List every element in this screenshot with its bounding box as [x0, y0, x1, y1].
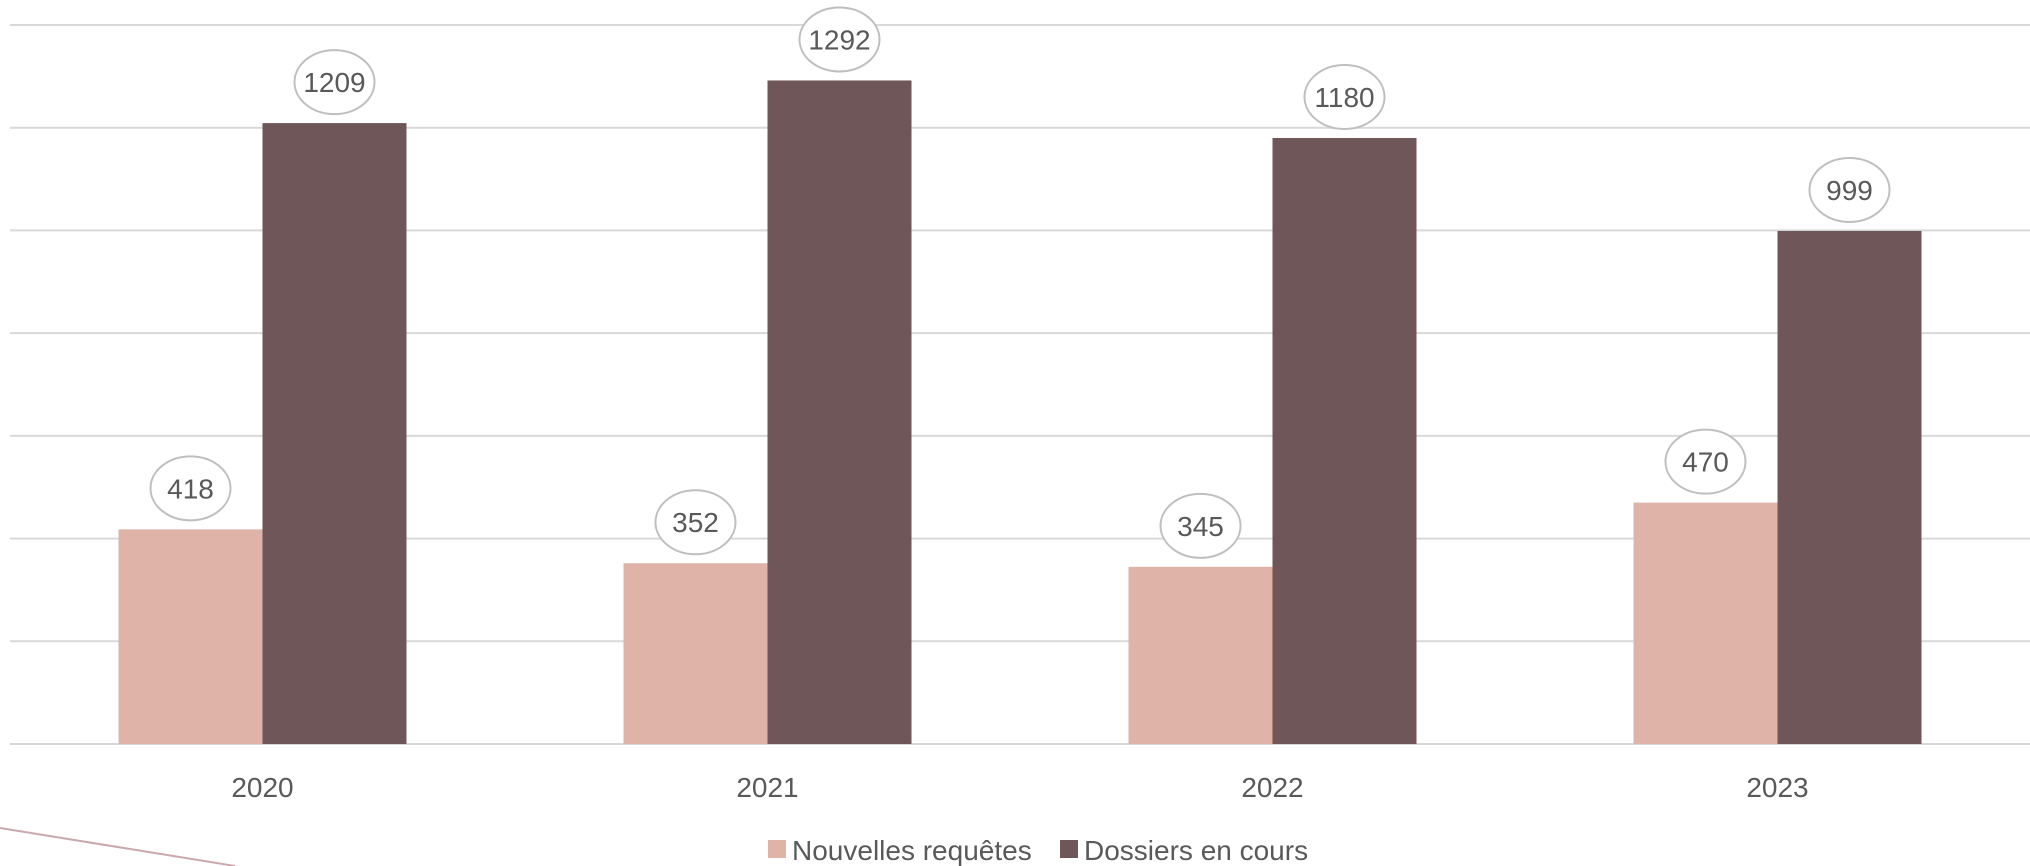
x-tick-label: 2020: [231, 772, 293, 803]
data-label: 418: [167, 473, 214, 504]
data-label-bubble: [1808, 156, 1891, 223]
legend-swatch: [1060, 840, 1078, 858]
data-label: 352: [672, 507, 719, 538]
data-label: 1209: [303, 67, 365, 98]
data-label: 1292: [808, 24, 870, 55]
data-label-bubble: [1159, 492, 1242, 559]
legend-label: Nouvelles requêtes: [792, 835, 1032, 866]
decorative-divider: [0, 827, 236, 866]
bar-nouvelles-requetes-2020: [118, 529, 263, 744]
bar-nouvelles-requetes-2021: [623, 563, 768, 744]
bar-dossiers-en-cours-2023: [1777, 230, 1922, 744]
legend-label: Dossiers en cours: [1084, 835, 1308, 866]
data-label-bubble: [798, 6, 881, 73]
data-label: 345: [1177, 511, 1224, 542]
data-label-bubble: [654, 489, 737, 556]
data-label-bubble: [1664, 428, 1747, 495]
data-labels: 418 1209 352 1292 345 1180 470 999: [149, 6, 1891, 559]
data-label-bubble: [149, 455, 232, 522]
legend-swatch: [768, 840, 786, 858]
bar-nouvelles-requetes-2023: [1633, 502, 1778, 744]
bar-dossiers-en-cours-2021: [767, 80, 912, 745]
x-tick-label: 2021: [736, 772, 798, 803]
legend: Nouvelles requêtes Dossiers en cours: [768, 835, 1308, 866]
data-label-bubble: [1303, 63, 1386, 130]
data-label: 999: [1826, 175, 1873, 206]
bar-nouvelles-requetes-2022: [1128, 566, 1273, 744]
data-label: 1180: [1314, 82, 1374, 113]
bars: [118, 80, 1922, 745]
data-label-bubble: [293, 49, 376, 116]
bar-dossiers-en-cours-2020: [262, 123, 407, 744]
data-label: 470: [1682, 447, 1729, 478]
x-tick-label: 2022: [1241, 772, 1303, 803]
x-axis-tick-labels: 2020 2021 2022 2023: [231, 772, 1808, 803]
bar-dossiers-en-cours-2022: [1272, 137, 1417, 744]
x-tick-label: 2023: [1746, 772, 1808, 803]
